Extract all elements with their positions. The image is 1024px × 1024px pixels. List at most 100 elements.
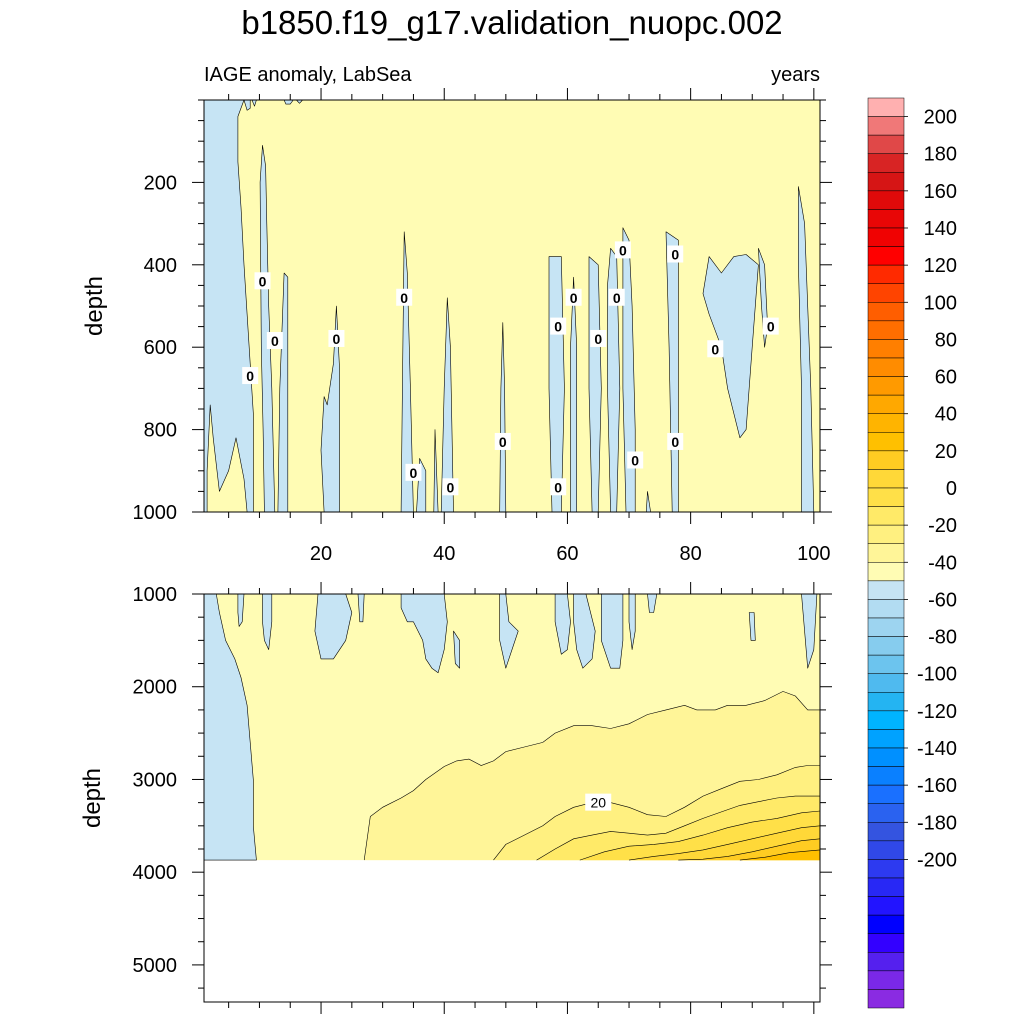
contour-label-bg bbox=[266, 332, 283, 350]
contour-label-bg bbox=[614, 241, 631, 259]
lower-contour-line-50 bbox=[628, 825, 821, 861]
lower-negative-region-left bbox=[203, 593, 257, 861]
colorbar-tick-label: 140 bbox=[924, 218, 957, 240]
colorbar-box-3 bbox=[867, 153, 905, 173]
colorbar-box-40 bbox=[867, 840, 905, 860]
upper-contour-label-14: 0 bbox=[627, 451, 644, 469]
colorbar-box-34 bbox=[867, 729, 905, 749]
colorbar-tick-label: -80 bbox=[928, 627, 957, 649]
contour-label-bg bbox=[550, 317, 567, 335]
lower-contour-line-20 bbox=[493, 765, 820, 861]
colorbar-box-26 bbox=[867, 580, 905, 600]
colorbar-box-17 bbox=[867, 413, 905, 433]
colorbar-tick-label: 160 bbox=[924, 181, 957, 203]
contour-label-text: 0 bbox=[671, 434, 679, 450]
y-tick-label: 5000 bbox=[133, 955, 178, 977]
colorbar-box-46 bbox=[867, 952, 905, 972]
contour-label-bg bbox=[762, 317, 779, 335]
upper-contour-label-10: 0 bbox=[565, 288, 582, 306]
contour-label-text: 0 bbox=[767, 319, 775, 335]
contour-label-text: 0 bbox=[246, 368, 254, 384]
colorbar-box-24 bbox=[867, 543, 905, 563]
upper-contour-label-0: 0 bbox=[254, 272, 271, 290]
contour-label-text: 0 bbox=[619, 242, 627, 258]
y-tick-label: 800 bbox=[144, 420, 177, 442]
lower-panel: 20 1000 2000 3000 4000 5000 depth bbox=[79, 582, 832, 1014]
contour-label-bg bbox=[565, 288, 582, 306]
colorbar-tick-label: 0 bbox=[946, 478, 957, 500]
lower-negative-region-5 bbox=[453, 630, 460, 669]
contour-label-bg bbox=[550, 478, 567, 496]
subtitle-left: IAGE anomaly, LabSea bbox=[204, 64, 412, 86]
lower-contour-label-0: 20 bbox=[585, 793, 612, 811]
x-tick-label: 20 bbox=[310, 543, 332, 565]
colorbar-box-35 bbox=[867, 747, 905, 767]
contour-label-bg bbox=[627, 451, 644, 469]
upper-contour-label-17: 0 bbox=[707, 340, 724, 358]
colorbar-box-39 bbox=[867, 822, 905, 842]
contour-label-text: 0 bbox=[631, 453, 639, 469]
contour-label-text: 0 bbox=[554, 319, 562, 335]
contour-label-bg bbox=[667, 432, 684, 450]
contour-label-text: 0 bbox=[711, 341, 719, 357]
contour-label-bg bbox=[396, 288, 413, 306]
contour-label-text: 0 bbox=[259, 273, 267, 289]
colorbar-tick-label: -100 bbox=[917, 664, 957, 686]
colorbar-box-12 bbox=[867, 320, 905, 340]
contour-label-text: 0 bbox=[410, 465, 418, 481]
upper-negative-region-13 bbox=[548, 256, 565, 513]
upper-contour-label-3: 0 bbox=[328, 329, 345, 347]
contour-label-bg bbox=[328, 329, 345, 347]
lower-negative-region-8 bbox=[573, 593, 596, 669]
colorbar-box-6 bbox=[867, 209, 905, 229]
contour-label-text: 0 bbox=[613, 290, 621, 306]
colorbar-tick-label: 120 bbox=[924, 255, 957, 277]
colorbar-box-41 bbox=[867, 859, 905, 879]
colorbar-tick-label: -60 bbox=[928, 589, 957, 611]
contour-label-text: 0 bbox=[594, 331, 602, 347]
colorbar-tick-label: 20 bbox=[935, 441, 957, 463]
colorbar-box-9 bbox=[867, 264, 905, 284]
colorbar-box-18 bbox=[867, 432, 905, 452]
colorbar-tick-label: 40 bbox=[935, 404, 957, 426]
lower-negative-region-12 bbox=[748, 612, 756, 641]
y-tick-label: 600 bbox=[144, 337, 177, 359]
contour-label-bg bbox=[254, 272, 271, 290]
upper-contour-label-12: 0 bbox=[608, 288, 625, 306]
lower-contour-line-30 bbox=[536, 795, 820, 861]
upper-contour-label-11: 0 bbox=[590, 329, 607, 347]
colorbar-tick-label: 60 bbox=[935, 367, 957, 389]
colorbar-box-22 bbox=[867, 506, 905, 526]
contour-label-text: 0 bbox=[554, 479, 562, 495]
contour-label-bg bbox=[494, 432, 511, 450]
colorbar-box-44 bbox=[867, 914, 905, 934]
colorbar-box-11 bbox=[867, 302, 905, 322]
colorbar: 200180160140120100806040200-20-40-60-80-… bbox=[867, 97, 957, 1009]
upper-negative-region-7 bbox=[320, 305, 340, 513]
contour-label-text: 0 bbox=[671, 247, 679, 263]
colorbar-box-13 bbox=[867, 339, 905, 359]
y-tick-label: 400 bbox=[144, 255, 177, 277]
upper-contour-label-5: 0 bbox=[405, 463, 422, 481]
colorbar-tick-label: -20 bbox=[928, 515, 957, 537]
upper-contour-label-2: 0 bbox=[242, 367, 259, 385]
lower-contour-line-70 bbox=[739, 849, 821, 861]
contour-label-text: 0 bbox=[400, 290, 408, 306]
colorbar-tick-label: -200 bbox=[917, 849, 957, 871]
colorbar-box-23 bbox=[867, 524, 905, 544]
y-tick-label: 200 bbox=[144, 172, 177, 194]
lower-panel-frame bbox=[203, 593, 821, 1003]
chart-title: b1850.f19_g17.validation_nuopc.002 bbox=[241, 4, 782, 41]
contour-label-bg bbox=[590, 329, 607, 347]
upper-contour-label-15: 0 bbox=[667, 245, 684, 263]
contour-label-text: 0 bbox=[271, 333, 279, 349]
colorbar-box-4 bbox=[867, 172, 905, 192]
upper-negative-region-0 bbox=[203, 99, 254, 513]
colorbar-tick-label: -120 bbox=[917, 701, 957, 723]
colorbar-tick-label: -180 bbox=[917, 812, 957, 834]
upper-contour-label-16: 0 bbox=[667, 432, 684, 450]
colorbar-box-30 bbox=[867, 654, 905, 674]
colorbar-box-14 bbox=[867, 357, 905, 377]
colorbar-box-38 bbox=[867, 803, 905, 823]
